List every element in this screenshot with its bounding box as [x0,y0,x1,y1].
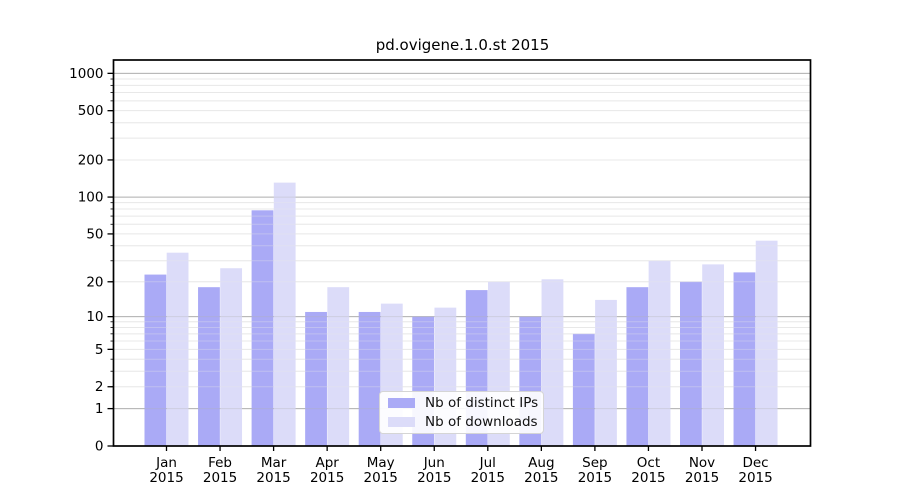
y-tick-label-5: 5 [95,342,104,358]
y-tick-label-200: 200 [78,152,104,168]
y-tick-label-0: 0 [95,439,104,455]
bar-downloads-Nov [702,264,724,446]
y-tick-label-50: 50 [86,226,103,242]
x-axis: Jan2015Feb2015Mar2015Apr2015May2015Jun20… [149,446,773,486]
x-tick-label-year-Sep: 2015 [578,470,612,486]
bar-ips-Sep [572,333,595,446]
x-tick-label-year-Feb: 2015 [203,470,237,486]
x-tick-label-year-Mar: 2015 [256,470,290,486]
bar-downloads-Jan [166,252,189,446]
bar-downloads-Feb [220,268,243,446]
y-tick-label-100: 100 [78,190,104,206]
chart-title: pd.ovigene.1.0.st 2015 [375,36,550,54]
x-tick-label-month-Jul: Jul [479,455,496,471]
y-tick-label-1000: 1000 [69,66,103,82]
x-tick-label-month-Nov: Nov [689,455,715,471]
x-tick-label-year-Jan: 2015 [149,470,183,486]
bar-downloads-Mar [273,182,296,447]
x-tick-label-month-Aug: Aug [528,455,554,471]
legend-item-distinct-ips: Nb of distinct IPs [388,395,543,411]
x-tick-label-month-May: May [367,455,395,471]
bar-ips-Apr [305,311,327,446]
x-tick-label-month-Jun: Jun [423,455,445,471]
legend-swatch-downloads [388,417,415,427]
x-tick-label-year-Jul: 2015 [471,470,505,486]
y-axis: 0 1 2 5 10 20 50 100 200 500 1000 [69,66,114,455]
bar-ips-Mar [251,210,274,446]
bar-downloads-Sep [595,299,617,446]
bar-downloads-Dec [755,240,778,446]
bar-ips-Jan [144,274,167,446]
x-tick-label-year-Nov: 2015 [685,470,719,486]
bar-downloads-Apr [327,287,350,446]
x-tick-label-month-Mar: Mar [261,455,287,471]
bar-ips-Dec [733,272,756,446]
y-tick-label-10: 10 [86,309,103,325]
gridlines-overlay [113,72,811,410]
y-tick-label-20: 20 [86,274,103,290]
x-tick-label-month-Feb: Feb [208,455,232,471]
x-tick-label-month-Dec: Dec [742,455,768,471]
y-tick-label-2: 2 [95,379,104,395]
x-tick-label-year-May: 2015 [364,470,398,486]
x-tick-label-year-Oct: 2015 [631,470,665,486]
x-tick-label-month-Sep: Sep [582,455,607,471]
x-tick-label-year-Aug: 2015 [524,470,558,486]
x-tick-label-year-Apr: 2015 [310,470,344,486]
bar-downloads-Aug [541,279,564,446]
x-tick-label-month-Jan: Jan [155,455,177,471]
x-tick-label-month-Oct: Oct [637,455,660,471]
x-tick-label-year-Dec: 2015 [738,470,772,486]
bar-ips-Oct [626,287,649,446]
axes-frame [112,59,812,447]
y-tick-label-1: 1 [95,401,104,417]
y-tick-label-500: 500 [78,103,104,119]
legend: Nb of distinct IPs Nb of downloads [379,391,544,434]
bar-ips-May [358,311,381,446]
legend-label-distinct-ips: Nb of distinct IPs [425,395,539,411]
x-tick-label-year-Jun: 2015 [417,470,451,486]
bar-downloads-Oct [648,260,671,446]
legend-swatch-distinct-ips [388,398,415,408]
legend-label-downloads: Nb of downloads [425,414,538,430]
legend-item-downloads: Nb of downloads [388,414,543,430]
bar-ips-Feb [198,287,220,446]
x-tick-label-month-Apr: Apr [315,455,339,471]
bar-ips-Nov [680,281,702,446]
